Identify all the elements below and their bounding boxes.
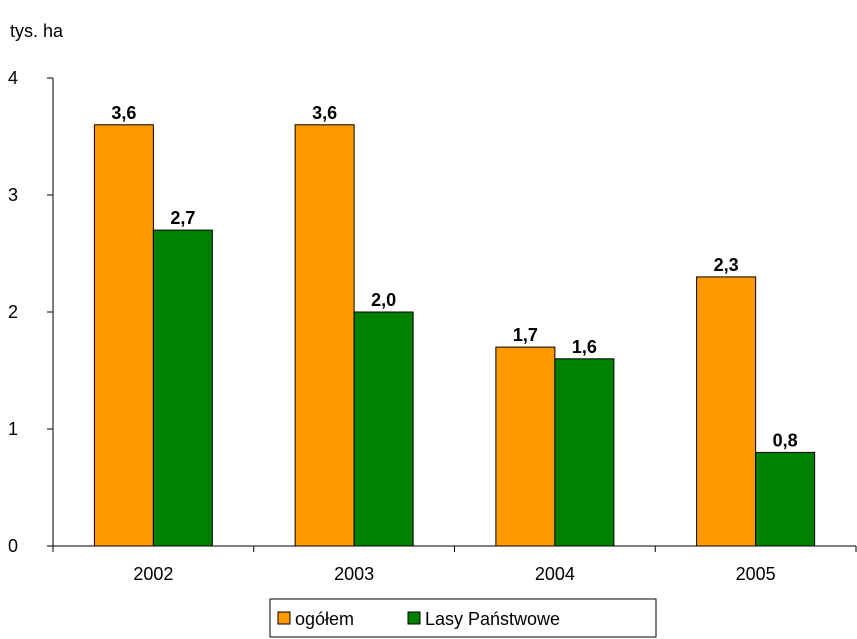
legend-label: ogółem	[295, 609, 354, 629]
bar	[696, 276, 757, 547]
x-tick-label: 2002	[133, 564, 173, 584]
bar-value-label: 2,0	[371, 290, 396, 310]
legend-label: Lasy Państwowe	[425, 609, 560, 629]
bar-value-label: 3,6	[312, 103, 337, 123]
bar	[294, 124, 355, 547]
bar-value-label: 3,6	[111, 103, 136, 123]
legend-box	[269, 598, 657, 638]
legend-swatch	[407, 611, 421, 625]
bar	[755, 451, 816, 547]
bar	[554, 358, 615, 547]
bar-value-label: 2,3	[714, 255, 739, 275]
bar-value-label: 1,6	[572, 337, 597, 357]
x-tick-label: 2004	[535, 564, 575, 584]
legend: ogółem Lasy Państwowe	[269, 598, 657, 638]
y-unit-label: tys. ha	[10, 21, 64, 41]
y-tick-label: 0	[8, 536, 18, 556]
y-tick-label: 2	[8, 302, 18, 322]
x-tick-label: 2005	[736, 564, 776, 584]
y-tick-label: 4	[8, 68, 18, 88]
bar-value-label: 0,8	[773, 430, 798, 450]
y-tick-label: 3	[8, 185, 18, 205]
bar	[353, 311, 414, 547]
bar	[152, 229, 213, 547]
bar	[495, 346, 556, 547]
bar-value-label: 1,7	[513, 325, 538, 345]
bar	[93, 124, 154, 547]
x-tick-label: 2003	[334, 564, 374, 584]
bar-value-label: 2,7	[170, 208, 195, 228]
y-tick-label: 1	[8, 419, 18, 439]
legend-swatch	[277, 611, 291, 625]
plot-area: 0 1 2 3 4 3,6 2,7 2002 3,6 2,0 2003 1,7 1,6 2004 2,3 0,…	[8, 68, 857, 584]
